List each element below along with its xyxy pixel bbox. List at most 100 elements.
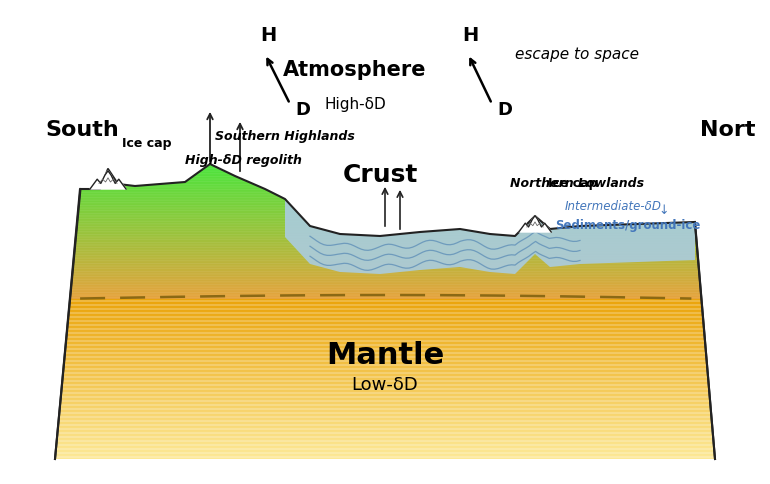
Polygon shape bbox=[74, 255, 698, 256]
Polygon shape bbox=[71, 289, 701, 290]
Polygon shape bbox=[68, 321, 703, 322]
Text: escape to space: escape to space bbox=[515, 47, 639, 62]
Polygon shape bbox=[58, 432, 713, 434]
Polygon shape bbox=[66, 339, 705, 341]
Polygon shape bbox=[79, 207, 694, 208]
Polygon shape bbox=[80, 196, 693, 197]
Polygon shape bbox=[62, 383, 708, 385]
Polygon shape bbox=[59, 408, 711, 410]
Polygon shape bbox=[58, 426, 712, 427]
Text: Nort: Nort bbox=[700, 120, 755, 140]
Polygon shape bbox=[61, 396, 710, 398]
Polygon shape bbox=[82, 178, 691, 179]
Polygon shape bbox=[79, 208, 694, 209]
Polygon shape bbox=[78, 219, 695, 220]
Polygon shape bbox=[61, 398, 710, 399]
Polygon shape bbox=[63, 373, 708, 374]
Polygon shape bbox=[66, 337, 705, 338]
Text: Southern Highlands: Southern Highlands bbox=[215, 130, 355, 143]
Polygon shape bbox=[70, 297, 701, 298]
Polygon shape bbox=[69, 306, 702, 307]
Polygon shape bbox=[82, 166, 690, 167]
Polygon shape bbox=[75, 240, 696, 241]
Polygon shape bbox=[65, 359, 707, 361]
Polygon shape bbox=[73, 266, 698, 267]
Polygon shape bbox=[78, 217, 695, 218]
Polygon shape bbox=[70, 298, 701, 299]
Polygon shape bbox=[68, 325, 704, 326]
Polygon shape bbox=[84, 155, 689, 156]
Text: Mantle: Mantle bbox=[326, 340, 444, 369]
Polygon shape bbox=[72, 284, 700, 285]
Polygon shape bbox=[75, 243, 697, 244]
Polygon shape bbox=[70, 301, 701, 302]
Polygon shape bbox=[59, 424, 712, 426]
Polygon shape bbox=[57, 438, 713, 439]
Polygon shape bbox=[82, 168, 690, 169]
Polygon shape bbox=[71, 291, 701, 292]
Polygon shape bbox=[59, 419, 711, 421]
Polygon shape bbox=[285, 199, 695, 274]
Polygon shape bbox=[81, 188, 692, 189]
Polygon shape bbox=[75, 246, 697, 247]
Polygon shape bbox=[0, 459, 770, 484]
Polygon shape bbox=[67, 330, 704, 332]
Polygon shape bbox=[72, 274, 699, 275]
Text: Sediments/ground-ice: Sediments/ground-ice bbox=[555, 218, 701, 231]
Polygon shape bbox=[689, 155, 770, 484]
Polygon shape bbox=[73, 270, 699, 271]
Polygon shape bbox=[56, 446, 714, 447]
Polygon shape bbox=[82, 167, 690, 168]
Polygon shape bbox=[65, 355, 706, 357]
Polygon shape bbox=[76, 236, 696, 237]
Polygon shape bbox=[75, 239, 696, 240]
Polygon shape bbox=[68, 326, 704, 327]
Polygon shape bbox=[66, 342, 705, 343]
Polygon shape bbox=[81, 186, 691, 187]
Polygon shape bbox=[55, 456, 715, 458]
Polygon shape bbox=[59, 414, 711, 415]
Polygon shape bbox=[0, 155, 84, 484]
Polygon shape bbox=[75, 249, 697, 250]
Polygon shape bbox=[73, 269, 699, 270]
Polygon shape bbox=[82, 179, 691, 180]
Polygon shape bbox=[71, 293, 701, 294]
Polygon shape bbox=[82, 171, 691, 172]
Polygon shape bbox=[73, 265, 698, 266]
Polygon shape bbox=[519, 216, 551, 232]
Polygon shape bbox=[58, 427, 712, 428]
Polygon shape bbox=[82, 177, 691, 178]
Polygon shape bbox=[62, 377, 708, 378]
Polygon shape bbox=[76, 237, 696, 238]
Polygon shape bbox=[70, 295, 701, 296]
Polygon shape bbox=[65, 357, 706, 358]
Polygon shape bbox=[63, 371, 708, 373]
Polygon shape bbox=[78, 218, 695, 219]
Polygon shape bbox=[69, 317, 703, 318]
Polygon shape bbox=[79, 197, 693, 198]
Polygon shape bbox=[77, 229, 695, 230]
Polygon shape bbox=[79, 205, 694, 206]
Polygon shape bbox=[79, 212, 694, 213]
Text: Crust: Crust bbox=[343, 163, 417, 187]
Polygon shape bbox=[77, 223, 695, 224]
Polygon shape bbox=[82, 169, 691, 170]
Polygon shape bbox=[59, 410, 711, 411]
Polygon shape bbox=[82, 176, 691, 177]
Polygon shape bbox=[61, 399, 710, 400]
Polygon shape bbox=[75, 251, 698, 252]
Polygon shape bbox=[73, 263, 698, 264]
Polygon shape bbox=[75, 245, 697, 246]
Polygon shape bbox=[69, 313, 703, 314]
Polygon shape bbox=[72, 280, 700, 281]
Polygon shape bbox=[77, 228, 695, 229]
Polygon shape bbox=[55, 451, 715, 453]
Polygon shape bbox=[66, 341, 705, 342]
Polygon shape bbox=[77, 227, 695, 228]
Polygon shape bbox=[69, 305, 702, 306]
Polygon shape bbox=[65, 350, 706, 351]
Polygon shape bbox=[61, 395, 710, 396]
Polygon shape bbox=[65, 351, 706, 353]
Polygon shape bbox=[65, 358, 707, 359]
Polygon shape bbox=[76, 230, 695, 231]
